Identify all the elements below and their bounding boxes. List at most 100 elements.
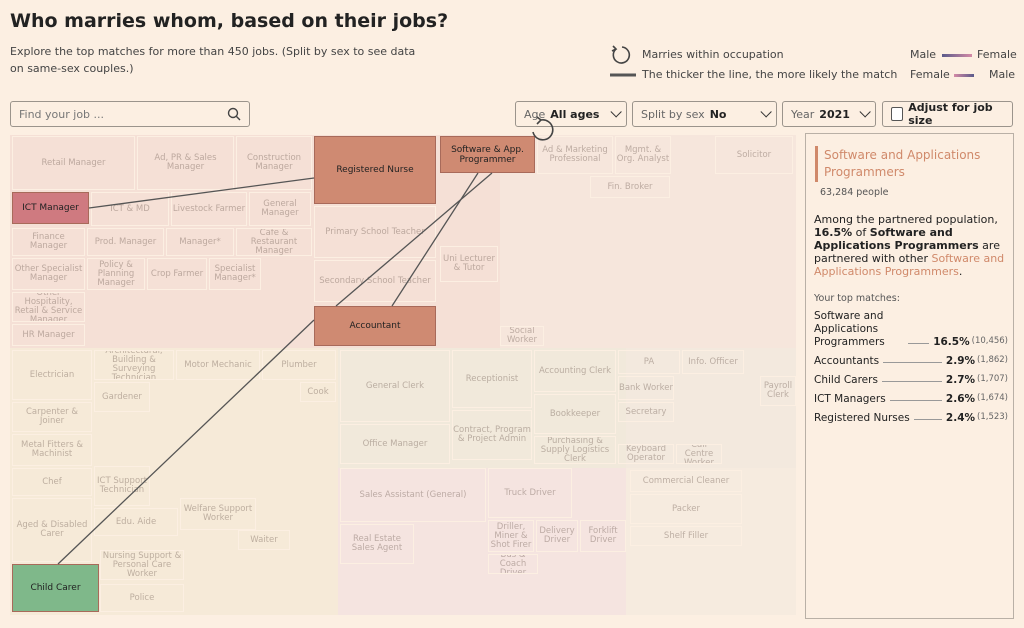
- job-cell: Contract, Program & Project Admin: [452, 410, 532, 460]
- text: of: [855, 226, 867, 239]
- job-cell: Finance Manager: [12, 228, 85, 256]
- legend-sex: Female: [910, 68, 950, 81]
- job-cell: Edu. Aide: [94, 508, 178, 536]
- job-cell: Receptionist: [452, 350, 532, 408]
- matches: Software and Applications Programmers 16.…: [814, 310, 1008, 430]
- match-pct: 2.4%: [945, 412, 976, 424]
- search-box[interactable]: Find your job ...: [10, 101, 250, 127]
- job-cell: Cafe & Restaurant Manager: [236, 228, 312, 256]
- panel-title: Software and Applications Programmers: [824, 148, 981, 179]
- highlighted-job: Child Carer: [12, 564, 99, 612]
- text: .: [958, 265, 963, 278]
- match-pct: 2.7%: [945, 374, 976, 386]
- highlighted-job: Registered Nurse: [314, 136, 436, 204]
- job-cell: ICT & MD: [91, 192, 169, 226]
- job-cell: Payroll Clerk: [760, 376, 796, 406]
- legend-thickness: The thicker the line, the more likely th…: [642, 68, 898, 81]
- match-count: (10,456): [971, 336, 1008, 346]
- job-cell: Accounting Clerk: [534, 350, 616, 392]
- match-row: Software and Applications Programmers 16.…: [814, 310, 1008, 349]
- job-cell: Solicitor: [715, 136, 793, 174]
- job-cell: Secretary: [618, 402, 674, 422]
- label: Year: [791, 107, 815, 121]
- match-name: Software and Applications Programmers: [814, 310, 885, 348]
- job-cell: General Manager: [249, 192, 311, 226]
- match-count: (1,523): [977, 412, 1008, 422]
- links: [57, 116, 554, 565]
- job-cell: Packer: [630, 494, 742, 524]
- job-cell: Truck Driver: [488, 468, 572, 518]
- match-row: Child Carers 2.7% (1,707): [814, 373, 1008, 387]
- job-cell: Office Manager: [340, 424, 450, 464]
- highlighted-job: Accountant: [314, 306, 436, 346]
- job-cell: Ad, PR & Sales Manager: [137, 136, 234, 190]
- job-cell: Call Centre Worker: [676, 444, 722, 464]
- label: Adjust for job size: [908, 101, 993, 127]
- legend-gradient: [942, 54, 974, 77]
- year-select[interactable]: Year 2021: [782, 101, 876, 127]
- region: [626, 348, 796, 468]
- value: All ages: [550, 107, 600, 121]
- text: are partnered with other: [814, 239, 1000, 265]
- job-cell: Other Hospitality, Retail & Service Mana…: [12, 292, 85, 322]
- job-cell: Sales Assistant (General): [340, 468, 486, 522]
- job-cell: Chef: [12, 468, 92, 496]
- match-count: (1,862): [977, 355, 1008, 365]
- job: Software and Applications Programmers: [814, 226, 979, 252]
- split-select[interactable]: Split by sex No: [632, 101, 777, 127]
- leader: [913, 419, 942, 420]
- job-cell: ICT Support Technician: [94, 466, 150, 506]
- job-cell: Other Specialist Manager: [12, 258, 85, 290]
- job-cell: Keyboard Operator: [618, 444, 674, 464]
- adjust-checkbox[interactable]: Adjust for job size: [882, 101, 1013, 127]
- match-count: (1,707): [977, 374, 1008, 384]
- job-cell: PA: [618, 350, 680, 374]
- job-cell: Cook: [300, 382, 336, 402]
- job-cell: Bank Worker: [618, 376, 674, 400]
- match-row: Registered Nurses 2.4% (1,523): [814, 411, 1008, 425]
- job-cell: Construction Manager: [236, 136, 312, 190]
- job-cell: Real Estate Sales Agent: [340, 524, 414, 564]
- match-count: (1,674): [977, 393, 1008, 403]
- age-select[interactable]: Age All ages: [515, 101, 627, 127]
- match-pct: 2.9%: [945, 355, 976, 367]
- job-cell: Driller, Miner & Shot Firer: [488, 520, 534, 552]
- search-placeholder: Find your job ...: [19, 107, 105, 121]
- panel-sentence: Among the partnered population, 16.5% of…: [814, 213, 1009, 278]
- job-cell: Retail Manager: [12, 136, 135, 190]
- job-cell: Fin. Broker: [590, 176, 670, 198]
- job-cell: Uni Lecturer & Tutor: [440, 246, 498, 282]
- job-cell: Plumber: [262, 350, 336, 380]
- job-cell: Prod. Manager: [87, 228, 164, 256]
- highlighted-job: Software & App. Programmer: [440, 136, 535, 173]
- job-cell: Waiter: [238, 530, 290, 550]
- job: Software and Applications Programmers: [814, 252, 1005, 278]
- job-cell: Motor Mechanic: [176, 350, 260, 380]
- region: [338, 468, 626, 615]
- job-cell: Policy & Planning Manager: [87, 258, 145, 290]
- match-name: Accountants: [814, 355, 880, 367]
- people: 63,284 people: [820, 187, 889, 198]
- legend-icons: [610, 45, 636, 77]
- job-cell: Commercial Cleaner: [630, 470, 742, 492]
- leader: [889, 400, 942, 401]
- matches-heading: Your top matches:: [814, 293, 900, 304]
- leader: [908, 343, 930, 344]
- job-cell: Info. Officer: [682, 350, 744, 374]
- match-name: Registered Nurses: [814, 412, 910, 424]
- job-cell: Carpenter & Joiner: [12, 402, 92, 432]
- job-cell: Architectural, Building & Surveying Tech…: [94, 350, 174, 380]
- job-cell: Crop Farmer: [147, 258, 207, 290]
- job-cell: Secondary School Teacher: [314, 260, 436, 302]
- leader: [881, 381, 942, 382]
- highlighted-job: ICT Manager: [12, 192, 89, 224]
- match-name: Child Carers: [814, 374, 878, 386]
- legend-sex: Male: [910, 48, 937, 61]
- job-cell: Police: [100, 584, 184, 612]
- job-cell: Bookkeeper: [534, 394, 616, 434]
- info-panel: Software and Applications Programmers 63…: [805, 133, 1014, 619]
- job-cell: Shelf Filler: [630, 526, 742, 546]
- job-cell: Bus & Coach Driver: [488, 554, 538, 574]
- region: [338, 348, 626, 468]
- label: Split by sex: [641, 107, 705, 121]
